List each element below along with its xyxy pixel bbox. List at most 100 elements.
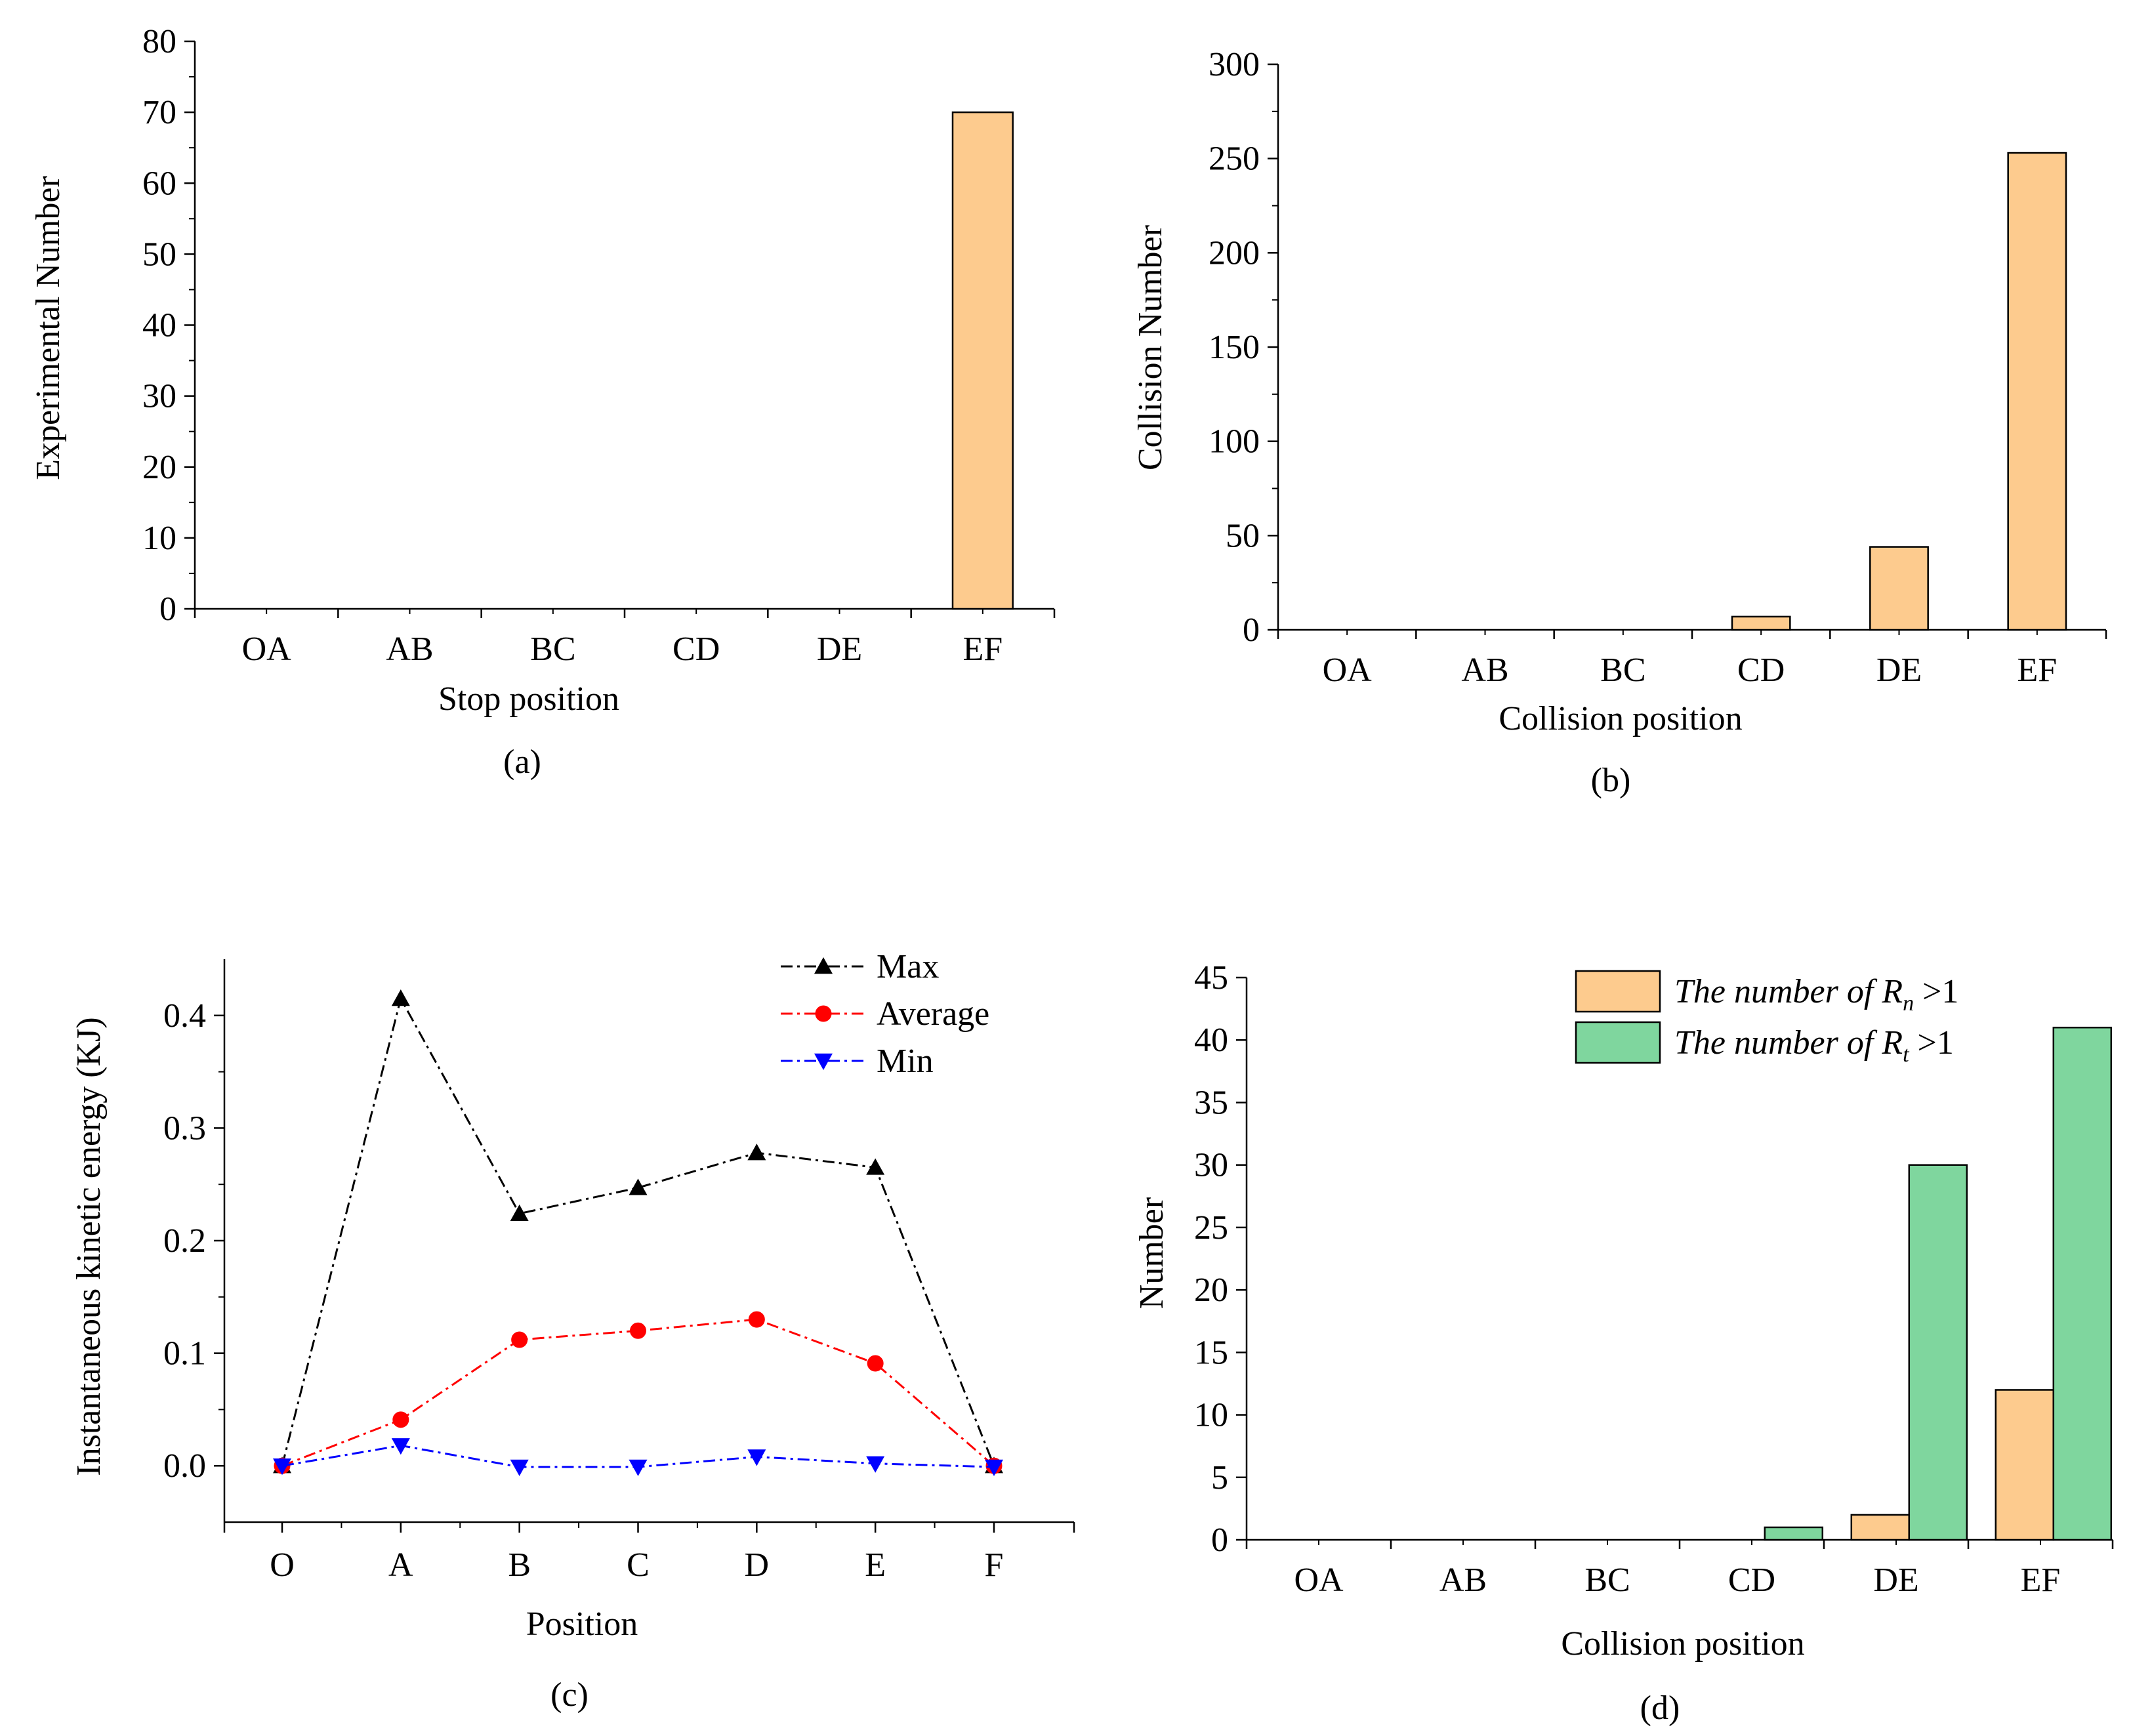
bar-ef bbox=[951, 111, 1014, 610]
bar-cd bbox=[1731, 615, 1791, 631]
x-tick-label: BC bbox=[1600, 651, 1645, 689]
panel-d-ylabel: Number bbox=[1133, 1197, 1170, 1309]
point-average-d bbox=[748, 1311, 765, 1328]
panel-b-collision-number-chart: Collision Number Collision position (b) … bbox=[1132, 46, 2107, 799]
x-tick-label: B bbox=[508, 1546, 531, 1584]
point-average-b bbox=[511, 1331, 528, 1348]
y-tick-label: 300 bbox=[1209, 46, 1260, 83]
x-tick-label: CD bbox=[1728, 1561, 1775, 1599]
y-tick-label: 0.1 bbox=[163, 1335, 206, 1373]
legend-label-min: Min bbox=[877, 1043, 934, 1080]
legend-label-average: Average bbox=[877, 995, 989, 1033]
y-tick-label: 40 bbox=[1194, 1022, 1228, 1059]
y-tick-label: 60 bbox=[142, 165, 176, 202]
legend-swatch-rt bbox=[1575, 1021, 1661, 1064]
series-line-average bbox=[281, 1318, 995, 1467]
x-tick-label: EF bbox=[2017, 651, 2057, 689]
point-min-d bbox=[747, 1449, 766, 1466]
legend-marker-average bbox=[815, 1005, 832, 1022]
panel-b-xlabel: Collision position bbox=[1499, 700, 1742, 737]
x-tick-label: D bbox=[745, 1546, 770, 1584]
panel-d-xlabel: Collision position bbox=[1561, 1625, 1804, 1663]
y-tick-label: 150 bbox=[1209, 329, 1260, 366]
point-average-e bbox=[867, 1355, 884, 1372]
y-tick-label: 50 bbox=[1226, 517, 1260, 554]
legend-marker-min bbox=[814, 1053, 833, 1070]
x-tick-label: EF bbox=[2021, 1561, 2061, 1599]
bar-rn-de bbox=[1850, 1514, 1911, 1541]
y-tick-label: 0.0 bbox=[163, 1447, 206, 1485]
point-max-e bbox=[866, 1158, 885, 1175]
y-tick-label: 45 bbox=[1194, 959, 1228, 997]
y-tick-label: 20 bbox=[1194, 1271, 1228, 1309]
y-tick-label: 20 bbox=[142, 449, 176, 486]
y-tick-label: 5 bbox=[1211, 1459, 1228, 1497]
y-tick-label: 10 bbox=[1194, 1397, 1228, 1434]
x-tick-label: OA bbox=[242, 630, 292, 668]
y-tick-label: 25 bbox=[1194, 1209, 1228, 1247]
x-tick-label: DE bbox=[1876, 651, 1922, 689]
y-tick-label: 0.4 bbox=[163, 997, 206, 1035]
panel-c-label: (c) bbox=[550, 1676, 589, 1714]
panel-d-label: (d) bbox=[1640, 1689, 1680, 1727]
point-max-c bbox=[629, 1178, 648, 1195]
y-tick-label: 100 bbox=[1209, 423, 1260, 461]
x-tick-label: OA bbox=[1323, 651, 1373, 689]
bar-de bbox=[1869, 546, 1929, 631]
panel-c-kinetic-energy-chart: Instantaneous kinetic energy (KJ) Positi… bbox=[70, 948, 1075, 1714]
bar-rt-cd bbox=[1764, 1526, 1824, 1541]
panel-a-label: (a) bbox=[503, 743, 541, 781]
point-min-e bbox=[866, 1456, 885, 1473]
x-tick-label: AB bbox=[1461, 651, 1508, 689]
point-min-b bbox=[510, 1459, 529, 1476]
y-tick-label: 40 bbox=[142, 307, 176, 344]
y-tick-label: 30 bbox=[1194, 1147, 1228, 1184]
y-tick-label: 200 bbox=[1209, 234, 1260, 272]
panel-b-label: (b) bbox=[1591, 762, 1631, 799]
point-max-a bbox=[391, 989, 410, 1006]
y-tick-label: 0.3 bbox=[163, 1109, 206, 1147]
panel-a-ylabel: Experimental Number bbox=[30, 176, 67, 480]
y-tick-label: 80 bbox=[142, 23, 176, 60]
panel-c-xlabel: Position bbox=[526, 1605, 638, 1643]
x-tick-label: EF bbox=[962, 630, 1003, 668]
legend-label-rt: The number of Rt >1 bbox=[1674, 1024, 1954, 1067]
panel-d-ratio-chart: Number Collision position (d) 0 5 10 15 20 25… bbox=[1133, 959, 2114, 1727]
y-tick-label: 50 bbox=[142, 236, 176, 273]
x-tick-label: F bbox=[985, 1546, 1004, 1584]
panel-b-ylabel: Collision Number bbox=[1132, 225, 1169, 470]
point-min-a bbox=[391, 1438, 410, 1455]
x-tick-label: O bbox=[270, 1546, 295, 1584]
y-tick-label: 35 bbox=[1194, 1084, 1228, 1121]
x-tick-label: E bbox=[865, 1546, 886, 1584]
x-tick-label: AB bbox=[386, 630, 433, 668]
point-min-c bbox=[629, 1459, 648, 1476]
point-min-f bbox=[985, 1459, 1003, 1476]
x-tick-label: AB bbox=[1439, 1561, 1487, 1599]
panel-a-stop-position-chart: Experimental Number Stop position (a) 0 1… bbox=[30, 23, 1056, 781]
x-tick-label: OA bbox=[1294, 1561, 1344, 1599]
point-min-o bbox=[273, 1458, 291, 1476]
x-tick-label: DE bbox=[817, 630, 862, 668]
y-tick-label: 0.2 bbox=[163, 1222, 206, 1260]
bar-rt-ef bbox=[2052, 1026, 2113, 1541]
y-tick-label: 15 bbox=[1194, 1334, 1228, 1371]
x-tick-label: BC bbox=[530, 630, 575, 668]
x-tick-label: DE bbox=[1873, 1561, 1918, 1599]
legend-label-max: Max bbox=[877, 948, 939, 985]
y-tick-label: 0 bbox=[1211, 1521, 1228, 1559]
legend-swatch-rn bbox=[1575, 970, 1661, 1013]
point-average-c bbox=[630, 1322, 646, 1339]
y-tick-label: 30 bbox=[142, 378, 176, 415]
point-average-a bbox=[392, 1411, 409, 1428]
panel-c-ylabel: Instantaneous kinetic energy (KJ) bbox=[70, 1017, 108, 1476]
x-tick-label: CD bbox=[1737, 651, 1785, 689]
x-tick-label: C bbox=[627, 1546, 650, 1584]
y-tick-label: 10 bbox=[142, 520, 176, 557]
panel-a-xlabel: Stop position bbox=[438, 680, 619, 718]
x-tick-label: BC bbox=[1584, 1561, 1630, 1599]
legend-label-rn: The number of Rn >1 bbox=[1674, 973, 1958, 1016]
y-tick-label: 0 bbox=[1243, 611, 1260, 649]
y-tick-label: 70 bbox=[142, 94, 176, 131]
